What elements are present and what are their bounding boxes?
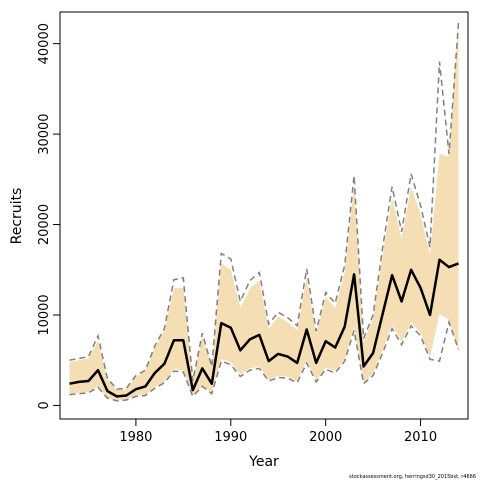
x-tick-label: 2010 bbox=[404, 430, 437, 445]
lower-interval-line bbox=[69, 319, 460, 402]
x-axis-title: Year bbox=[248, 454, 279, 470]
y-tick-label: 30000 bbox=[37, 113, 52, 154]
y-axis-title: Recruits bbox=[9, 188, 25, 245]
x-tick-label: 1980 bbox=[119, 430, 152, 445]
footnote-text: stockassessment.org, herringsd30_2015bst… bbox=[349, 474, 476, 480]
y-tick-label: 20000 bbox=[37, 204, 52, 245]
y-tick-label: 0 bbox=[37, 401, 52, 409]
upper-interval-line bbox=[69, 22, 460, 390]
confidence-band bbox=[69, 20, 459, 401]
x-tick-label: 2000 bbox=[309, 430, 342, 445]
y-tick-label: 40000 bbox=[37, 23, 52, 64]
y-axis: 0 10000 20000 30000 40000 bbox=[37, 23, 60, 410]
y-tick-label: 10000 bbox=[37, 294, 52, 335]
x-axis: 1980 1990 2000 2010 bbox=[119, 419, 437, 445]
recruits-estimate-line bbox=[69, 258, 459, 398]
x-tick-label: 1990 bbox=[214, 430, 247, 445]
plot-frame bbox=[59, 11, 469, 420]
plot-layer bbox=[69, 20, 460, 402]
